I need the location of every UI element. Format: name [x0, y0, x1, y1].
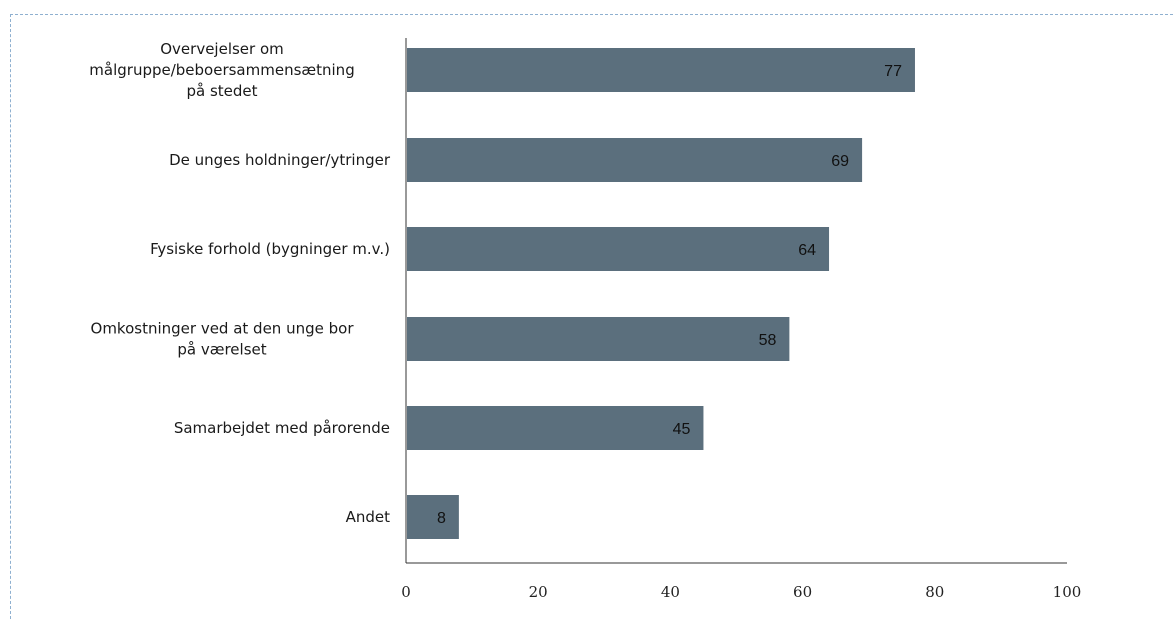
bar-2 [407, 227, 830, 271]
x-tick-labels: 0 20 40 60 80 100 [401, 583, 1081, 601]
value-label-5: 8 [437, 510, 446, 527]
category-label-2-line-0: Fysiske forhold (bygninger m.v.) [150, 240, 390, 258]
category-label-3-line-1: på værelset [177, 341, 266, 359]
frame-left-border [10, 14, 11, 619]
category-label-3-line-0: Omkostninger ved at den unge bor [91, 320, 355, 338]
frame-top-border [10, 14, 1173, 15]
bar-1 [407, 138, 863, 182]
category-label-5-line-0: Andet [346, 508, 391, 526]
bars-layer [407, 48, 915, 539]
category-label-1-line-0: De unges holdninger/ytringer [169, 151, 391, 169]
bar-0 [407, 48, 915, 92]
bar-3 [407, 317, 790, 361]
category-label-4-line-0: Samarbejdet med pårorende [174, 419, 390, 437]
x-tick-label-3: 60 [793, 583, 812, 601]
x-tick-label-2: 40 [661, 583, 680, 601]
category-label-0-line-2: på stedet [186, 82, 257, 100]
value-label-1: 69 [831, 153, 849, 170]
x-tick-label-0: 0 [401, 583, 411, 601]
value-label-3: 58 [759, 332, 777, 349]
bar-4 [407, 406, 704, 450]
category-label-0-line-0: Overvejelser om [160, 40, 284, 58]
value-label-0: 77 [884, 63, 902, 80]
bar-5 [407, 495, 459, 539]
axes [405, 38, 1067, 564]
value-label-2: 64 [798, 242, 816, 259]
x-tick-label-1: 20 [529, 583, 548, 601]
category-labels: Overvejelser om målgruppe/beboersammensæt… [89, 40, 391, 526]
x-tick-label-5: 100 [1053, 583, 1082, 601]
value-labels: 77 69 64 58 45 8 [437, 63, 902, 527]
x-tick-label-4: 80 [925, 583, 944, 601]
value-label-4: 45 [673, 421, 691, 438]
category-label-0-line-1: målgruppe/beboersammensætning [89, 61, 354, 79]
